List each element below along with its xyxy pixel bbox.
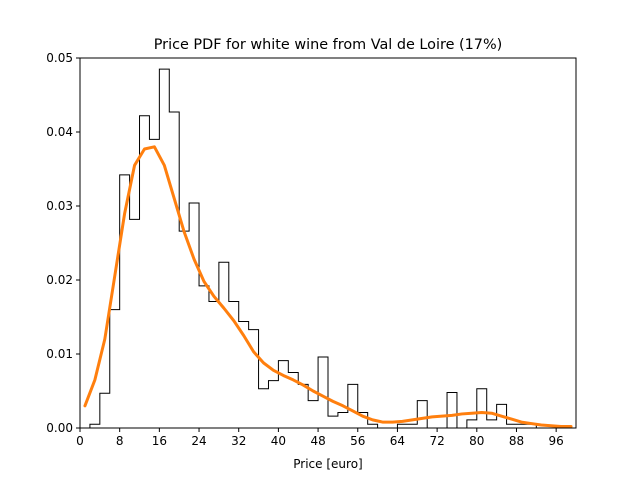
histogram-step-line bbox=[89, 68, 576, 429]
x-tick-label: 40 bbox=[271, 434, 286, 448]
x-tick-label: 0 bbox=[76, 434, 84, 448]
x-tick-label: 64 bbox=[390, 434, 405, 448]
x-axis-label: Price [euro] bbox=[293, 457, 362, 471]
histogram bbox=[89, 68, 576, 429]
y-tick-label: 0.03 bbox=[46, 199, 73, 213]
x-tick-label: 24 bbox=[191, 434, 206, 448]
y-tick-label: 0.01 bbox=[46, 347, 73, 361]
x-tick-label: 88 bbox=[509, 434, 524, 448]
density-curve-layer bbox=[83, 145, 573, 429]
y-tick-label: 0.05 bbox=[46, 51, 73, 65]
plot-frame bbox=[79, 57, 577, 429]
x-tick-label: 56 bbox=[350, 434, 365, 448]
y-tick-label: 0.02 bbox=[46, 273, 73, 287]
x-tick-label: 8 bbox=[116, 434, 124, 448]
x-tick-label: 48 bbox=[310, 434, 325, 448]
chart-title: Price PDF for white wine from Val de Loi… bbox=[154, 37, 502, 53]
x-axis: 0 8 16 24 32 40 48 56 64 72 80 88 96 bbox=[76, 428, 564, 448]
y-tick-label: 0.00 bbox=[46, 421, 73, 435]
plot-area bbox=[83, 68, 576, 429]
x-tick-label: 32 bbox=[231, 434, 246, 448]
y-axis: 0.00 0.01 0.02 0.03 0.04 0.05 bbox=[46, 51, 80, 435]
x-tick-label: 80 bbox=[469, 434, 484, 448]
y-tick-label: 0.04 bbox=[46, 125, 73, 139]
x-tick-label: 16 bbox=[152, 434, 167, 448]
x-tick-label: 96 bbox=[549, 434, 564, 448]
x-tick-label: 72 bbox=[429, 434, 444, 448]
density-curve bbox=[83, 145, 573, 429]
